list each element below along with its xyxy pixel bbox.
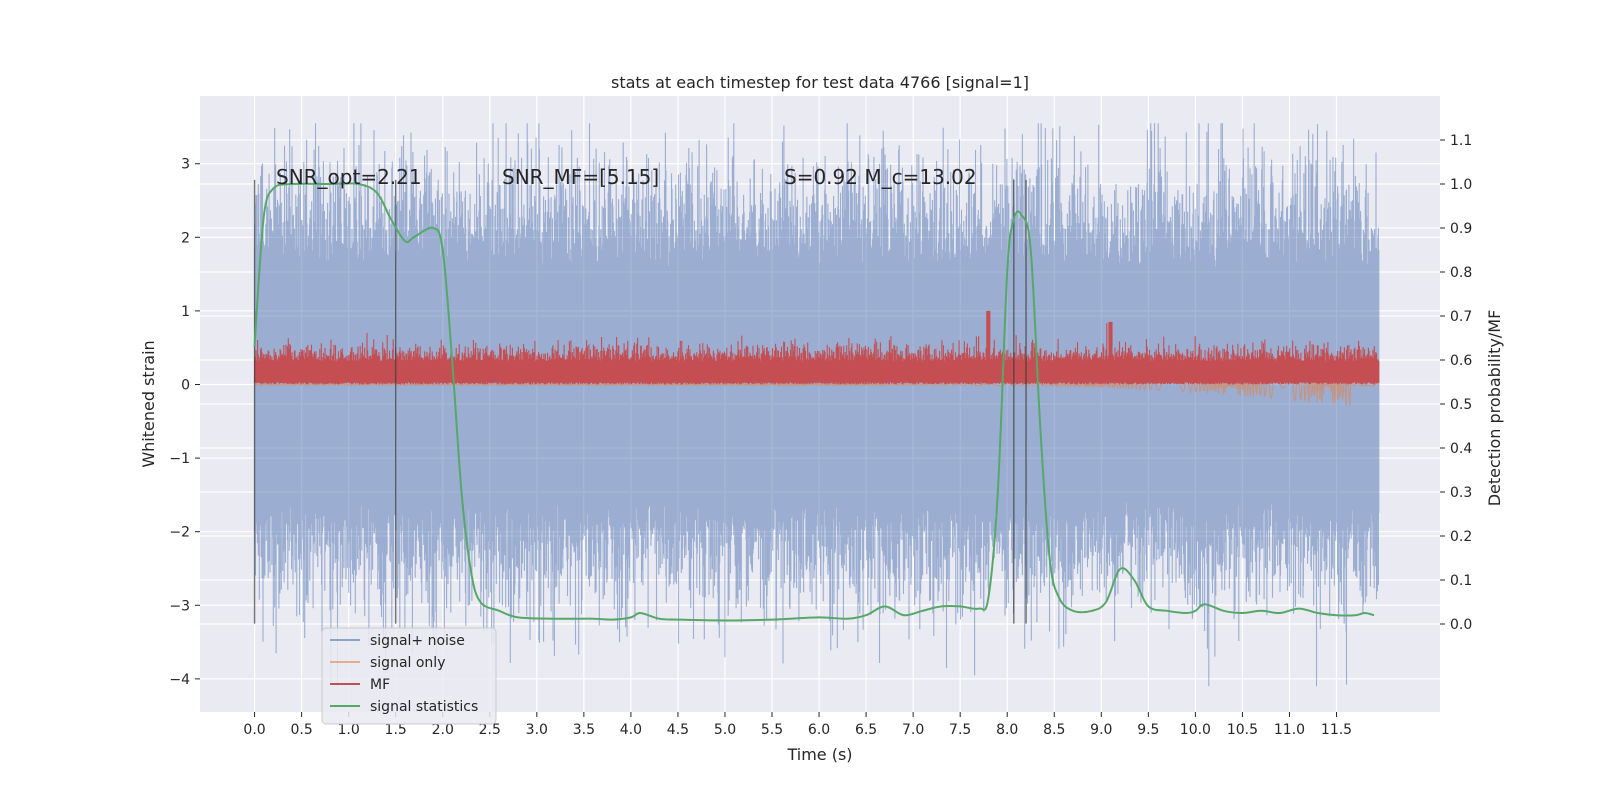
y-right-tick-label-0: 0.0 [1450,617,1472,633]
vertical-markers [253,179,1027,624]
y-axis-label-right: Detection probability/MF [1485,310,1504,507]
x-tick-label-15: 7.5 [949,722,971,738]
x-tick-label-17: 8.5 [1043,722,1065,738]
x-tick-label-9: 4.5 [667,722,689,738]
x-tick-label-6: 3.0 [526,722,548,738]
annotation-snr-mf: SNR_MF=[5.15] [502,165,659,189]
x-tick-label-14: 7.0 [902,722,924,738]
chart-title: stats at each timestep for test data 476… [611,73,1029,92]
y-tick-label-4: 0 [181,377,190,393]
y-right-tick-label-7: 0.7 [1450,309,1472,325]
x-tick-label-10: 5.0 [714,722,736,738]
x-tick-label-21: 10.5 [1227,722,1258,738]
y-tick-label-3: −1 [169,451,190,467]
x-tick-label-13: 6.5 [855,722,877,738]
x-tick-label-7: 3.5 [573,722,595,738]
legend-label-1: signal only [370,655,445,671]
signal-only-line [254,362,1380,407]
y-right-tick-label-3: 0.3 [1450,485,1472,501]
axis-ticks: 0.0 0.5 1.0 1.5 2.0 2.5 3.0 3.5 4.0 4.5 5.0 5.5 6.0 6… [169,133,1472,738]
y-right-tick-label-9: 0.9 [1450,221,1472,237]
y-right-tick-label-6: 0.6 [1450,353,1472,369]
y-right-tick-label-1: 0.1 [1450,573,1472,589]
legend-label-0: signal+ noise [370,633,465,649]
series-signal-only [254,362,1380,407]
x-tick-label-18: 9.0 [1090,722,1112,738]
x-tick-label-5: 2.5 [479,722,501,738]
x-tick-label-23: 11.5 [1321,722,1352,738]
x-tick-label-16: 8.0 [996,722,1018,738]
y-tick-label-5: 1 [181,304,190,320]
y-tick-label-2: −2 [169,525,190,541]
y-tick-label-6: 2 [181,230,190,246]
legend-label-2: MF [370,677,390,693]
y-tick-label-7: 3 [181,157,190,173]
y-right-tick-label-11: 1.1 [1450,133,1472,149]
series-signal-statistics [253,182,1375,622]
x-tick-label-2: 1.0 [338,722,360,738]
signal-statistics-line [253,182,1375,622]
x-tick-label-11: 5.5 [761,722,783,738]
x-tick-label-0: 0.0 [243,722,265,738]
x-tick-label-3: 1.5 [385,722,407,738]
x-tick-label-12: 6.0 [808,722,830,738]
x-tick-label-8: 4.0 [620,722,642,738]
x-tick-label-20: 10.0 [1180,722,1211,738]
x-axis-label: Time (s) [786,745,852,764]
y-right-tick-label-10: 1.0 [1450,177,1472,193]
y-tick-label-1: −3 [169,598,190,614]
y-right-tick-label-8: 0.8 [1450,265,1472,281]
x-tick-label-22: 11.0 [1274,722,1305,738]
legend: signal+ noise signal only MF signal statist… [321,627,497,725]
y-tick-label-0: −4 [169,672,190,688]
x-tick-label-4: 2.0 [432,722,454,738]
y-right-tick-label-2: 0.2 [1450,529,1472,545]
annotation-s-mc: S=0.92 M_c=13.02 [784,165,977,189]
y-axis-label: Whitened strain [139,340,158,467]
y-right-tick-label-4: 0.4 [1450,441,1472,457]
y-right-tick-label-5: 0.5 [1450,397,1472,413]
x-tick-label-1: 0.5 [290,722,312,738]
legend-label-3: signal statistics [370,699,478,715]
annotation-snr-opt: SNR_opt=2.21 [276,165,422,189]
x-tick-label-19: 9.5 [1137,722,1159,738]
legend-box [321,627,497,725]
